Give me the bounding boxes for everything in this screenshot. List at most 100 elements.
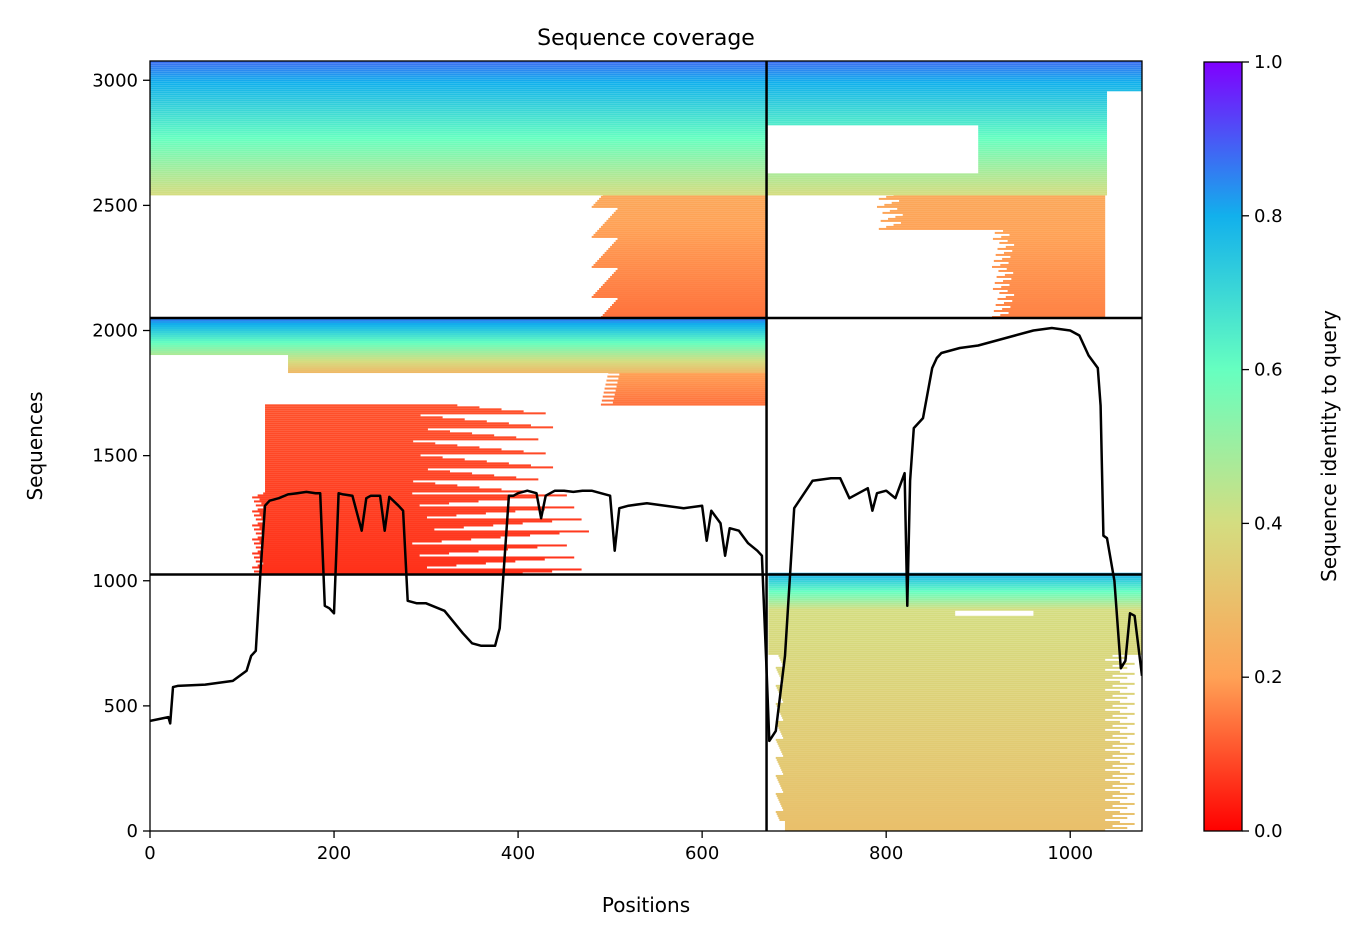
msa-band: [252, 510, 516, 513]
msa-band: [150, 67, 767, 70]
msa-band: [619, 373, 767, 376]
msa-band: [782, 680, 1120, 683]
msa-band: [1001, 235, 1106, 238]
msa-band: [766, 87, 1142, 90]
msa-band: [606, 309, 767, 312]
msa-band: [150, 349, 767, 352]
msa-band: [768, 578, 1142, 581]
msa-band: [766, 101, 1108, 104]
msa-band: [595, 201, 767, 204]
msa-band: [150, 327, 767, 330]
msa-band: [150, 77, 767, 80]
msa-band: [150, 79, 767, 82]
msa-band: [150, 141, 767, 144]
msa-band: [265, 442, 436, 445]
msa-band: [602, 253, 767, 256]
msa-band: [782, 662, 1135, 665]
msa-band: [766, 81, 1142, 84]
msa-band: [615, 389, 767, 392]
msa-band: [768, 634, 1142, 637]
msa-band: [259, 512, 486, 515]
msa-band: [261, 530, 589, 533]
msa-band: [978, 151, 1108, 154]
msa-band: [1006, 267, 1106, 270]
msa-band: [778, 780, 1120, 783]
msa-band: [265, 450, 524, 453]
msa-band: [599, 257, 767, 260]
msa-band: [150, 179, 767, 182]
colorbar-label: Sequence identity to query: [1317, 310, 1341, 582]
colorbar-tick-label: 0.4: [1254, 513, 1283, 534]
msa-band: [766, 105, 1108, 108]
msa-band: [766, 123, 1108, 126]
msa-band: [255, 560, 516, 563]
msa-band: [150, 157, 767, 160]
msa-band: [766, 111, 1108, 114]
msa-band: [1000, 263, 1106, 266]
msa-band: [768, 608, 1142, 611]
msa-band: [595, 261, 767, 264]
msa-band: [766, 103, 1108, 106]
msa-band: [591, 265, 767, 268]
msa-band: [768, 590, 1142, 593]
msa-band: [253, 528, 435, 531]
msa-band: [1001, 285, 1106, 288]
msa-band: [606, 249, 767, 252]
msa-band: [1002, 257, 1106, 260]
colorbar-tick-label: 0.2: [1254, 667, 1283, 688]
msa-band: [978, 125, 1108, 128]
msa-band: [265, 416, 443, 419]
msa-band: [612, 401, 767, 404]
msa-band: [884, 203, 1106, 206]
msa-band: [150, 351, 767, 354]
msa-band: [777, 706, 1128, 709]
msa-band: [257, 550, 479, 553]
msa-band: [766, 65, 1142, 68]
msa-band: [150, 61, 767, 64]
msa-band: [779, 764, 1113, 767]
msa-band: [978, 167, 1108, 170]
msa-band: [150, 153, 767, 156]
msa-band: [766, 77, 1142, 80]
msa-band: [265, 458, 465, 461]
msa-band: [781, 660, 1120, 663]
msa-band: [776, 740, 1120, 743]
msa-band: [779, 692, 1135, 695]
msa-band: [777, 742, 1135, 745]
msa-band: [992, 237, 1106, 240]
msa-band: [778, 816, 1128, 819]
colorbar-tick-label: 1.0: [1254, 52, 1283, 73]
msa-band: [288, 369, 767, 372]
msa-band: [593, 263, 767, 266]
msa-band: [775, 774, 1113, 777]
msa-band: [606, 279, 767, 282]
msa-band: [265, 454, 421, 457]
msa-band: [766, 71, 1142, 74]
msa-band: [288, 361, 767, 364]
msa-band: [780, 748, 1106, 751]
msa-band: [779, 818, 1106, 821]
msa-band: [1003, 301, 1106, 304]
msa-band: [766, 185, 1108, 188]
msa-band: [150, 85, 767, 88]
msa-band: [783, 664, 1113, 667]
msa-band: [150, 159, 767, 162]
msa-band: [150, 321, 767, 324]
msa-band: [613, 241, 767, 244]
msa-band: [263, 548, 508, 551]
msa-band: [766, 83, 1142, 86]
msa-band: [615, 269, 767, 272]
x-tick-label: 800: [869, 843, 903, 864]
msa-band: [150, 331, 767, 334]
msa-band: [265, 486, 480, 489]
msa-band: [766, 85, 1142, 88]
msa-band: [766, 121, 1108, 124]
msa-band: [781, 714, 1113, 717]
msa-band: [265, 446, 480, 449]
msa-band: [766, 91, 1108, 94]
msa-band: [150, 167, 767, 170]
msa-band: [781, 678, 1106, 681]
msa-band: [784, 824, 1113, 827]
msa-band: [768, 620, 1142, 623]
msa-band: [288, 367, 767, 370]
